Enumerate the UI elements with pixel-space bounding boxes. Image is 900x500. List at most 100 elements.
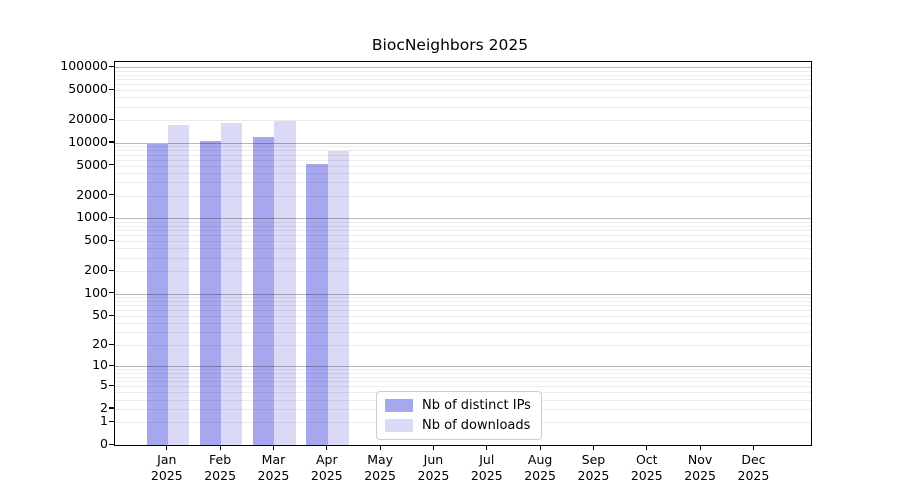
x-tick-mark-mar [272,445,275,451]
y-tick-mark-200 [109,269,114,271]
y-tick-label-10: 10 [92,357,108,373]
y-tick-label-2000: 2000 [76,186,108,202]
gridline-5000 [115,165,811,167]
gridline-20 [115,345,811,347]
x-tick-year: 2025 [364,467,397,483]
legend-swatch-downloads [385,419,413,432]
x-tick-mark-aug [539,445,541,451]
y-tick-mark-1 [109,420,114,422]
gridline-1000 [115,218,811,220]
gridline-7000 [115,154,811,156]
gridline-50000 [115,90,811,92]
y-tick-label-100: 100 [84,284,108,300]
gridline-10 [115,366,811,368]
legend-swatch-distinct-ips [385,399,413,412]
y-tick-label-50000: 50000 [68,81,108,97]
gridline-8000 [115,150,811,152]
gridline-3000 [115,182,811,184]
x-tick-label-oct: Oct 2025 [617,452,677,483]
y-tick-mark-100000 [109,65,114,68]
x-tick-label-nov: Nov 2025 [670,452,730,483]
gridline-60 [115,310,811,312]
x-tick-label-jan: Jan 2025 [137,452,197,483]
y-tick-label-1000: 1000 [76,209,108,225]
x-tick-mark-nov [699,445,701,451]
gridline-100000 [115,67,811,69]
x-tick-label-jul: Jul 2025 [457,452,517,483]
y-tick-label-10000: 10000 [68,133,108,149]
gridline-40000 [115,97,811,99]
plot-area [114,61,812,446]
x-tick-year: 2025 [310,467,343,483]
y-tick-mark-5 [109,384,114,386]
x-tick-year: 2025 [684,467,716,483]
gridline-80 [115,300,811,302]
y-tick-label-100000: 100000 [60,58,108,74]
gridline-2000 [115,195,811,197]
gridline-70 [115,305,811,307]
gridline-80000 [115,74,811,76]
gridline-500 [115,241,811,243]
y-tick-label-5: 5 [100,377,108,393]
y-tick-label-50: 50 [92,307,108,323]
gridline-90 [115,297,811,299]
gridline-40 [115,323,811,325]
gridline-400 [115,248,811,250]
gridline-6000 [115,159,811,161]
bar-mar-downloads [274,120,296,445]
gridline-6 [115,381,811,383]
y-tick-mark-10000 [109,141,114,143]
y-tick-mark-2 [109,407,114,409]
x-tick-year: 2025 [470,467,503,483]
legend-entry-downloads: Nb of downloads [385,418,531,433]
gridline-70000 [115,79,811,81]
y-tick-mark-0 [109,443,114,445]
x-tick-label-dec: Dec 2025 [723,452,783,483]
x-tick-year: 2025 [737,467,770,483]
gridline-20000 [115,120,811,122]
gridline-10000 [115,142,811,144]
x-tick-label-feb: Feb 2025 [190,452,250,483]
y-tick-mark-500 [109,239,114,241]
x-tick-label-aug: Aug 2025 [510,452,570,483]
bar-feb-downloads [221,123,243,445]
gridline-50 [115,316,811,318]
x-tick-label-sep: Sep 2025 [563,452,623,483]
x-tick-year: 2025 [577,467,610,483]
legend-label-distinct-ips: Nb of distinct IPs [422,398,531,413]
y-tick-mark-20 [109,343,114,345]
x-tick-label-apr: Apr 2025 [297,452,357,483]
x-tick-year: 2025 [417,467,450,483]
gridline-9000 [115,146,811,148]
gridline-5 [115,386,811,388]
y-tick-label-20000: 20000 [68,111,108,127]
x-tick-mark-dec [752,445,755,451]
gridline-4000 [115,172,811,174]
x-tick-year: 2025 [150,467,183,483]
y-tick-label-5000: 5000 [76,156,108,172]
gridline-30 [115,332,811,334]
y-tick-mark-5000 [109,164,114,166]
chart-title: BiocNeighbors 2025 [371,36,529,54]
y-tick-mark-2000 [109,194,114,196]
x-tick-mark-jul [486,445,488,451]
x-tick-mark-jun [432,445,435,451]
bar-jan-distinct-ips [146,143,168,445]
x-tick-year: 2025 [257,467,290,483]
y-tick-mark-1000 [109,216,114,219]
y-tick-label-200: 200 [84,262,108,278]
y-tick-label-1: 1 [100,413,108,429]
gridline-100 [115,293,811,295]
x-tick-mark-feb [219,445,221,451]
gridline-9 [115,369,811,371]
legend-entry-distinct-ips: Nb of distinct IPs [385,398,531,413]
x-tick-year: 2025 [524,467,557,483]
bar-feb-distinct-ips [199,141,222,445]
gridline-8 [115,372,811,374]
y-tick-mark-100 [109,292,114,294]
x-tick-mark-apr [326,445,328,451]
gridline-300 [115,257,811,259]
legend: Nb of distinct IPs Nb of downloads [376,391,542,440]
x-tick-year: 2025 [630,467,663,483]
